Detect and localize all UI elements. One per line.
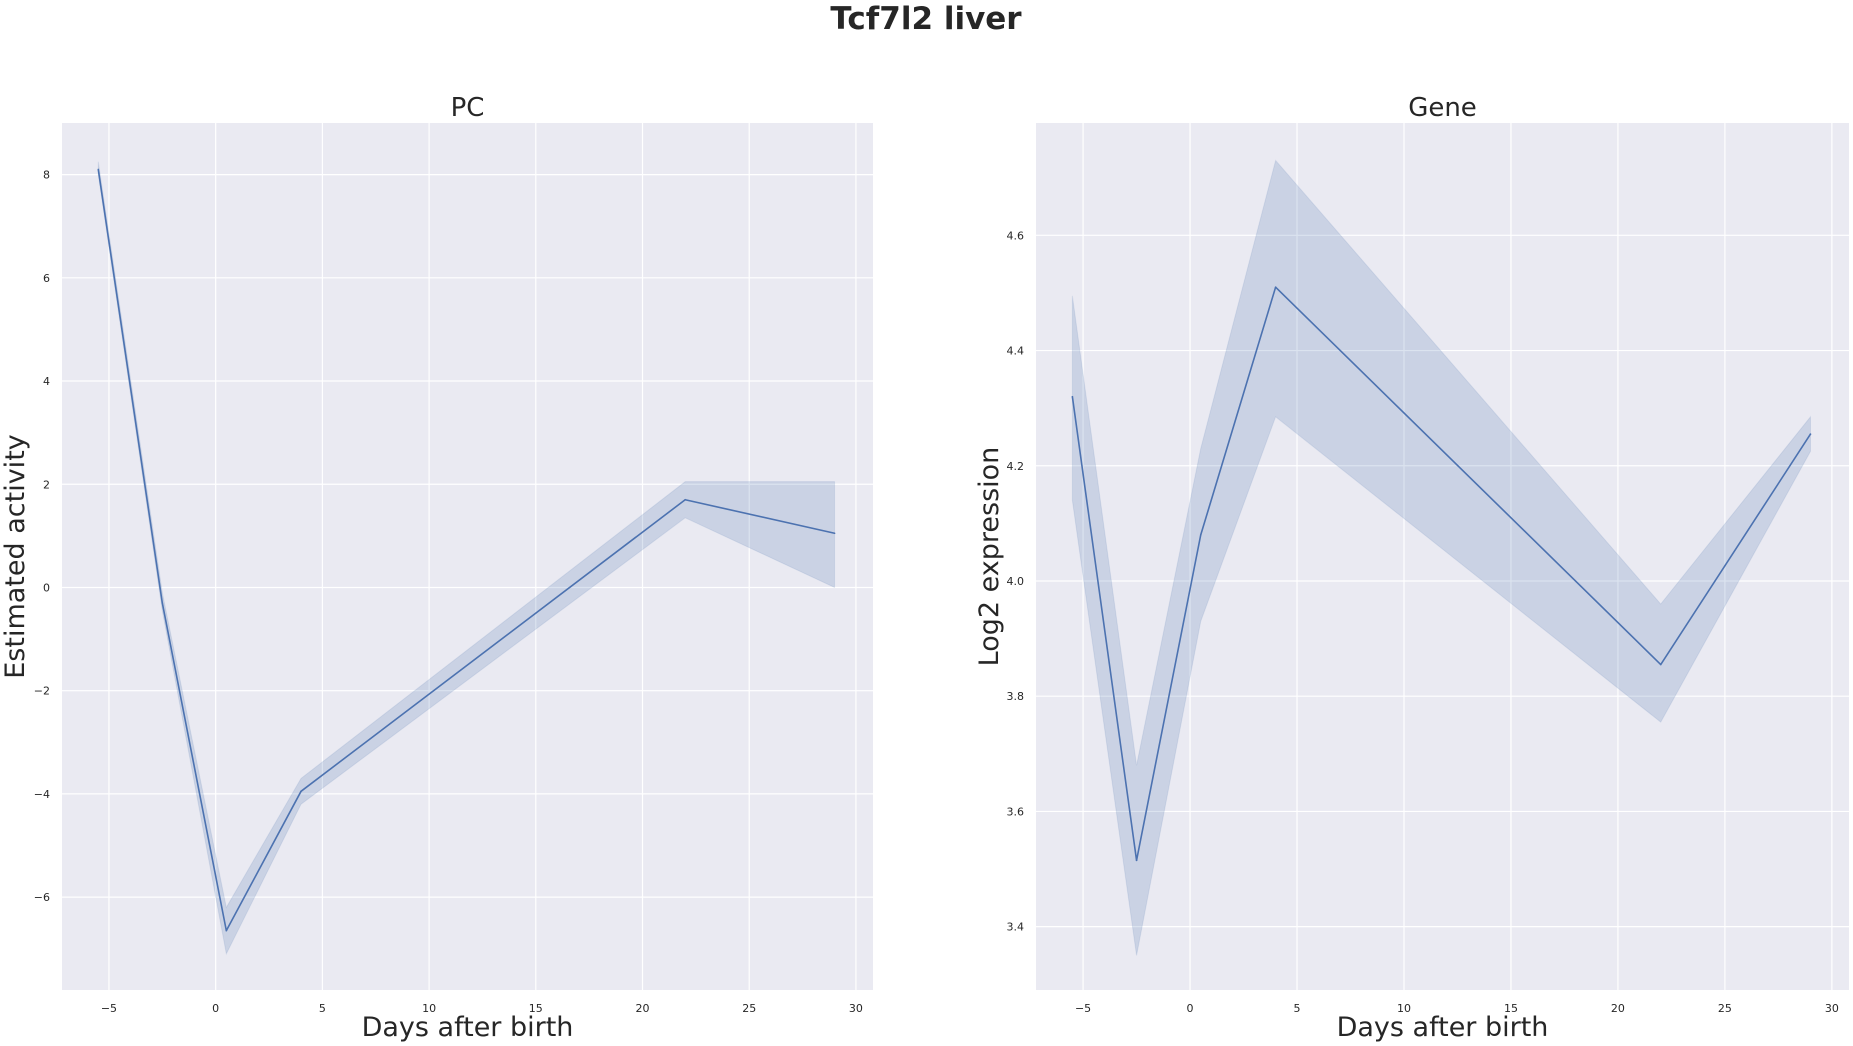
gene-y-tick-label: 4.2 (1007, 460, 1025, 473)
pc-y-tick-label: −2 (34, 685, 50, 698)
gene-y-tick-label: 4.6 (1007, 229, 1025, 242)
gene-data-point (1809, 433, 1812, 435)
gene-confidence-band (1071, 159, 1811, 956)
gene-x-tick-label: 5 (1294, 1002, 1301, 1015)
pc-y-tick-label: −4 (34, 788, 50, 801)
pc-gridlines (62, 123, 873, 990)
gene-data-point (1199, 534, 1202, 536)
gene-y-tick-label: 4.0 (1007, 575, 1025, 588)
pc-data-point (684, 498, 686, 501)
gene-y-axis-label: Log2 expression (974, 447, 1005, 667)
gene-chart-panel: −5 0 5 10 15 20 25 30 3.4 3.6 3.8 4.0 4.2 4.4 4.6 Gen… (974, 93, 1849, 1043)
pc-y-tick-labels: −6 −4 −2 0 2 4 6 8 (34, 169, 50, 904)
pc-x-tick-label: 10 (422, 1002, 436, 1015)
gene-x-tick-label: 10 (1397, 1002, 1411, 1015)
gene-x-tick-label: 15 (1504, 1002, 1518, 1015)
gene-gridlines (1036, 123, 1849, 990)
gene-data-point (1274, 286, 1277, 288)
gene-x-tick-labels: −5 0 5 10 15 20 25 30 (1075, 1002, 1839, 1015)
pc-y-tick-label: 8 (43, 169, 50, 182)
pc-y-tick-label: 4 (43, 375, 50, 388)
gene-data-point (1071, 395, 1074, 398)
pc-x-tick-label: 5 (319, 1002, 326, 1015)
gene-x-tick-label: 0 (1187, 1002, 1194, 1015)
pc-chart-panel: −5 0 5 10 15 20 25 30 −6 −4 −2 0 2 4 6 8 PC Days after… (0, 93, 873, 1043)
pc-y-tick-label: 6 (43, 272, 50, 285)
pc-y-tick-label: −6 (34, 891, 50, 904)
pc-x-tick-labels: −5 0 5 10 15 20 25 30 (101, 1002, 863, 1015)
gene-x-tick-label: 20 (1611, 1002, 1625, 1015)
pc-confidence-band (97, 161, 836, 956)
pc-x-tick-label: 15 (529, 1002, 543, 1015)
gene-y-tick-label: 3.8 (1007, 690, 1025, 703)
pc-data-point (833, 532, 836, 535)
pc-x-tick-label: 0 (212, 1002, 219, 1015)
pc-plot-area (62, 123, 873, 990)
pc-x-tick-label: 30 (849, 1002, 863, 1015)
pc-data-point (97, 168, 100, 171)
pc-data-point (225, 929, 228, 932)
pc-x-tick-label: 20 (636, 1002, 650, 1015)
gene-x-axis-label: Days after birth (1337, 1012, 1549, 1043)
gene-y-tick-label: 3.4 (1007, 921, 1025, 934)
gene-x-tick-label: 30 (1825, 1002, 1839, 1015)
gene-data-point (1135, 859, 1138, 862)
pc-y-tick-label: 0 (43, 581, 50, 594)
gene-y-tick-labels: 3.4 3.6 3.8 4.0 4.2 4.4 4.6 (1007, 229, 1025, 933)
gene-data-point (1659, 663, 1662, 666)
gene-x-tick-label: −5 (1075, 1002, 1091, 1015)
gene-series-line (1071, 286, 1812, 862)
gene-y-tick-label: 3.6 (1007, 805, 1025, 818)
pc-data-point (300, 790, 302, 793)
gene-plot-area (1036, 123, 1849, 990)
pc-x-axis-label: Days after birth (362, 1012, 574, 1043)
pc-x-tick-label: 25 (742, 1002, 756, 1015)
pc-chart-title: PC (451, 93, 485, 123)
figure-title: Tcf7l2 liver (830, 1, 1022, 37)
gene-chart-title: Gene (1408, 93, 1477, 123)
pc-y-axis-label: Estimated activity (0, 434, 31, 679)
gene-y-tick-label: 4.4 (1007, 345, 1025, 358)
pc-data-point (161, 602, 164, 604)
pc-series-line (97, 169, 835, 932)
pc-series (97, 161, 836, 956)
pc-x-tick-label: −5 (101, 1002, 117, 1015)
gene-x-tick-label: 25 (1718, 1002, 1732, 1015)
pc-y-tick-label: 2 (43, 478, 50, 491)
gene-series (1071, 159, 1812, 956)
